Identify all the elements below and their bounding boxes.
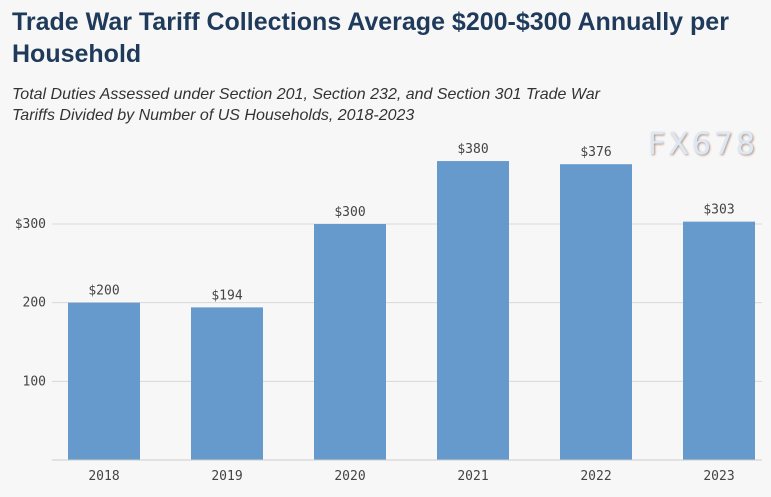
y-tick-label: 100: [23, 374, 46, 389]
y-tick-label: 200: [23, 296, 46, 311]
bar: [68, 302, 140, 460]
bar: [314, 224, 386, 460]
data-label: $194: [211, 288, 242, 303]
x-tick-label: 2019: [211, 469, 242, 484]
x-tick-label: 2021: [457, 469, 488, 484]
data-label: $200: [88, 284, 119, 299]
x-tick-label: 2023: [703, 469, 734, 484]
y-tick-label: $300: [15, 217, 46, 232]
bar: [683, 221, 755, 460]
x-tick-label: 2018: [88, 469, 119, 484]
watermark: FX678: [648, 127, 759, 162]
bar: [191, 307, 263, 460]
data-label: $303: [703, 203, 734, 218]
data-label: $380: [457, 142, 488, 157]
bar: [560, 164, 632, 461]
bar: [437, 161, 509, 461]
chart-title: Trade War Tariff Collections Average $20…: [12, 8, 729, 68]
chart-subtitle: Total Duties Assessed under Section 201,…: [12, 86, 600, 124]
x-tick-label: 2022: [580, 469, 611, 484]
data-label: $300: [334, 205, 365, 220]
x-tick-label: 2020: [334, 469, 365, 484]
data-label: $376: [580, 145, 611, 160]
